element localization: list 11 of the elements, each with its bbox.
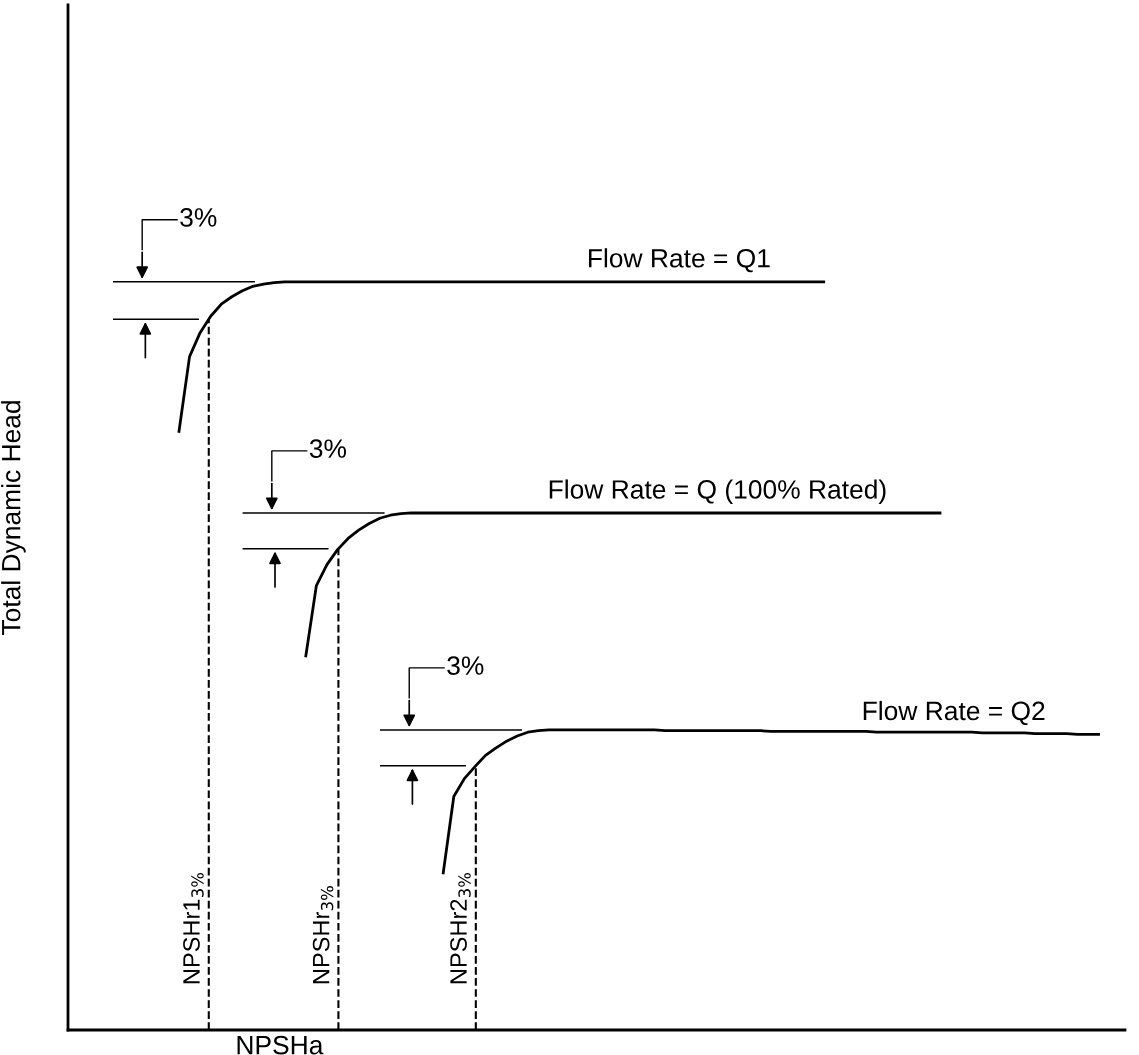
text: 3% — [180, 208, 217, 227]
annotation: NPSHr1$_{3%}$ — [183, 872, 204, 984]
x-axis-title: NPSHa — [237, 1035, 324, 1055]
annotation: 3% — [447, 656, 484, 675]
series-label: Flow Rate = Q2 — [863, 700, 1045, 725]
annotation: NPSHr2$_{3%}$ — [450, 872, 471, 984]
y-axis-title: Total Dynamic Head — [1, 401, 26, 635]
series-label: Flow Rate = Q1 — [589, 248, 770, 273]
annotation: 3% — [309, 439, 347, 458]
annotation: NPSHr$_{3%}$ — [312, 886, 334, 984]
series-label: Flow Rate = Q (100% Rated) — [549, 479, 886, 504]
